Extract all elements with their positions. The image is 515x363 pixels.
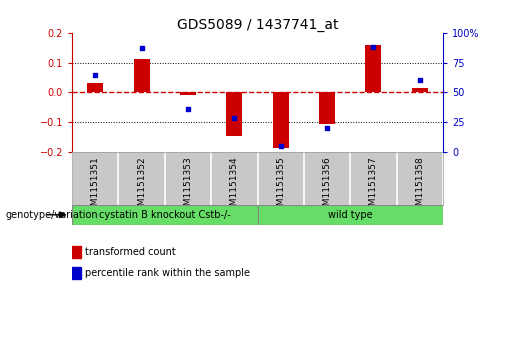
Bar bbox=[272, 93, 289, 148]
Point bbox=[277, 143, 285, 149]
Text: GSM1151356: GSM1151356 bbox=[322, 156, 332, 217]
Bar bbox=[226, 93, 243, 136]
Point bbox=[416, 78, 424, 83]
Text: genotype/variation: genotype/variation bbox=[5, 210, 98, 220]
Text: GSM1151351: GSM1151351 bbox=[91, 156, 100, 217]
Bar bbox=[258, 204, 443, 225]
Text: transformed count: transformed count bbox=[85, 247, 176, 257]
Text: GSM1151354: GSM1151354 bbox=[230, 156, 239, 217]
Bar bbox=[133, 59, 150, 93]
Text: GSM1151357: GSM1151357 bbox=[369, 156, 378, 217]
Point bbox=[323, 125, 331, 131]
Bar bbox=[72, 266, 81, 279]
Point bbox=[369, 44, 377, 50]
Point bbox=[138, 45, 146, 51]
Point bbox=[230, 115, 238, 121]
Text: GSM1151353: GSM1151353 bbox=[183, 156, 193, 217]
Text: wild type: wild type bbox=[328, 210, 372, 220]
Bar bbox=[72, 204, 258, 225]
Bar bbox=[72, 246, 81, 258]
Point bbox=[91, 72, 99, 77]
Bar bbox=[180, 93, 196, 95]
Bar bbox=[411, 88, 428, 93]
Text: GSM1151355: GSM1151355 bbox=[276, 156, 285, 217]
Title: GDS5089 / 1437741_at: GDS5089 / 1437741_at bbox=[177, 18, 338, 32]
Point bbox=[184, 106, 192, 112]
Text: cystatin B knockout Cstb-/-: cystatin B knockout Cstb-/- bbox=[99, 210, 231, 220]
Text: GSM1151352: GSM1151352 bbox=[137, 156, 146, 217]
Bar bbox=[87, 83, 104, 93]
Bar bbox=[319, 93, 335, 124]
Text: GSM1151358: GSM1151358 bbox=[415, 156, 424, 217]
Text: percentile rank within the sample: percentile rank within the sample bbox=[85, 268, 250, 278]
Bar bbox=[365, 45, 382, 93]
